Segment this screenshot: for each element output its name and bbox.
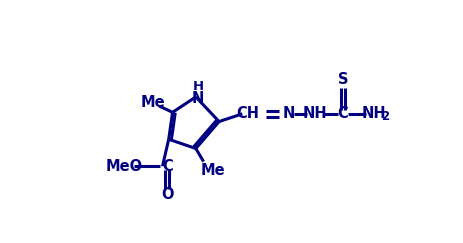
Text: C: C <box>162 159 173 174</box>
Text: N: N <box>282 106 295 121</box>
Text: Me: Me <box>141 95 165 110</box>
Text: S: S <box>338 72 348 87</box>
Text: MeO: MeO <box>105 159 142 174</box>
Text: O: O <box>161 187 174 202</box>
Text: NH: NH <box>303 106 327 121</box>
Text: 2: 2 <box>381 110 389 123</box>
Text: CH: CH <box>236 106 259 121</box>
Text: N: N <box>192 91 204 106</box>
Text: C: C <box>338 106 349 121</box>
Text: Me: Me <box>200 163 225 178</box>
Text: NH: NH <box>362 106 387 121</box>
Text: H: H <box>193 80 204 93</box>
